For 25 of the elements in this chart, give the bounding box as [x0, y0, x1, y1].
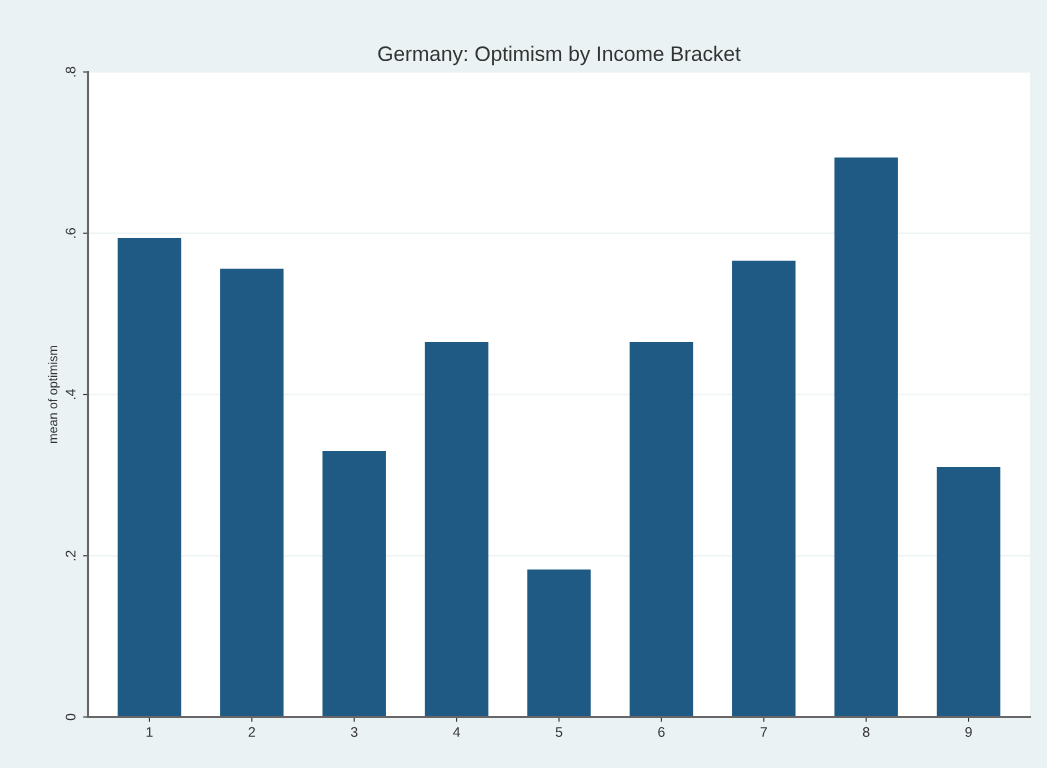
chart-title: Germany: Optimism by Income Bracket: [378, 45, 741, 66]
bar: [527, 569, 591, 717]
bar: [322, 450, 386, 717]
bar: [936, 467, 1001, 717]
x-tick-label: 5: [555, 727, 563, 737]
x-tick-label: 1: [146, 727, 153, 737]
bar: [424, 342, 489, 717]
y-tick-label: .6: [65, 228, 76, 238]
y-tick-label: .2: [65, 550, 76, 561]
y-tick-label: .4: [65, 389, 76, 400]
bar: [834, 157, 898, 717]
x-tick-label: 2: [248, 727, 255, 737]
y-tick-label: .8: [65, 66, 76, 77]
y-axis-title: mean of optimism: [48, 346, 60, 443]
bar: [117, 238, 182, 717]
y-tick-label: 0: [65, 713, 76, 721]
bar: [220, 268, 284, 717]
x-tick-label: 4: [453, 727, 461, 737]
x-tick-label: 3: [350, 727, 358, 737]
x-tick-label: 8: [862, 727, 870, 737]
x-tick-label: 7: [760, 727, 767, 737]
bar: [629, 342, 694, 717]
bar: [732, 260, 796, 717]
x-tick-label: 9: [965, 727, 972, 737]
x-tick-label: 6: [658, 727, 665, 737]
